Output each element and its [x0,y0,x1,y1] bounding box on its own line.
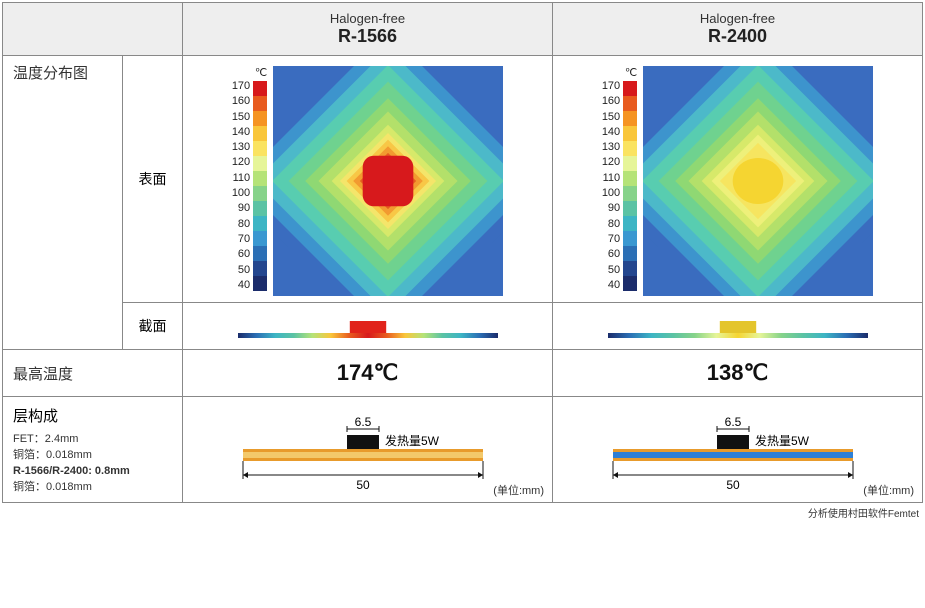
svg-text:发热量5W: 发热量5W [755,433,810,448]
layer-spec-line: 铜箔：0.018mm [13,480,172,496]
colorbar-tick: 80 [602,219,620,230]
colorbar-strip [623,81,637,291]
maxtemp-1: 174℃ [183,350,553,397]
colorbar-tick: 40 [232,280,250,291]
layer-diagram-svg: 6.5 发热量5W 50 [573,409,903,495]
colorbar-unit: ℃ [255,66,267,79]
colorbar-tick: 170 [232,81,250,92]
layer-title: 层构成 [13,405,172,426]
colorbar-tick: 120 [232,157,250,168]
colorbar-tick: 70 [232,234,250,245]
colorbar-tick: 90 [602,203,620,214]
colorbar-strip [253,81,267,291]
row-label-cross: 截面 [123,303,183,350]
svg-text:50: 50 [356,478,370,492]
colorbar-tick: 40 [602,280,620,291]
heatmap [643,66,873,296]
layer-spec-line: R-1566/R-2400: 0.8mm [13,464,172,480]
colorbar-tick: 110 [602,173,620,184]
maxtemp-2: 138℃ [553,350,923,397]
colorbar-tick: 100 [602,188,620,199]
colorbar-tick: 60 [602,249,620,260]
comparison-table-container: Halogen-free R-1566 Halogen-free R-2400 … [2,2,923,520]
colorbar-tick: 140 [602,127,620,138]
colorbar-ticks: 170 160 150 140 130 120 110 100 90 80 70 60 50 40 [602,81,620,291]
colorbar-unit: ℃ [625,66,637,79]
colorbar-tick: 130 [602,142,620,153]
colorbar: ℃ 170 160 150 140 130 120 110 100 90 80 70 60 50 40 [232,66,267,291]
row-label-layer: 层构成 FET：2.4mm铜箔：0.018mmR-1566/R-2400: 0.… [3,397,183,503]
svg-text:50: 50 [726,478,740,492]
header-productname-1: R-1566 [187,26,548,47]
colorbar-tick: 170 [602,81,620,92]
colorbar-tick: 70 [602,234,620,245]
svg-text:6.5: 6.5 [354,415,371,429]
row-label-surface: 表面 [123,56,183,303]
svg-text:发热量5W: 发热量5W [385,433,440,448]
footnote: 分析使用村田软件Femtet [2,505,923,520]
heatmap-cell-2: ℃ 170 160 150 140 130 120 110 100 90 80 70 60 50 40 [553,56,923,303]
colorbar-tick: 150 [602,112,620,123]
colorbar-tick: 100 [232,188,250,199]
header-product-2: Halogen-free R-2400 [553,3,923,56]
unit-note: (单位:mm) [863,482,914,498]
colorbar-tick: 120 [602,157,620,168]
layer-cell-1: 6.5 发热量5W 50 (单位:mm) [183,397,553,503]
colorbar-tick: 160 [602,96,620,107]
cross-cell-2 [553,303,923,350]
row-label-tempmap: 温度分布图 [3,56,123,350]
cross-section-svg [218,309,518,343]
colorbar-tick: 150 [232,112,250,123]
header-productname-2: R-2400 [557,26,918,47]
heatmap-svg [273,66,503,296]
unit-note: (单位:mm) [493,482,544,498]
header-product-1: Halogen-free R-1566 [183,3,553,56]
colorbar-ticks: 170 160 150 140 130 120 110 100 90 80 70 60 50 40 [232,81,250,291]
comparison-table: Halogen-free R-1566 Halogen-free R-2400 … [2,2,923,503]
colorbar-tick: 60 [232,249,250,260]
heatmap-cell-1: ℃ 170 160 150 140 130 120 110 100 90 80 70 60 50 40 [183,56,553,303]
heatmap-svg [643,66,873,296]
colorbar-tick: 50 [602,265,620,276]
heatmap [273,66,503,296]
colorbar: ℃ 170 160 150 140 130 120 110 100 90 80 70 60 50 40 [602,66,637,291]
colorbar-tick: 90 [232,203,250,214]
colorbar-tick: 130 [232,142,250,153]
colorbar-tick: 160 [232,96,250,107]
colorbar-tick: 110 [232,173,250,184]
row-label-maxtemp: 最高温度 [3,350,183,397]
cross-cell-1 [183,303,553,350]
layer-cell-2: 6.5 发热量5W 50 (单位:mm) [553,397,923,503]
layer-specs: FET：2.4mm铜箔：0.018mmR-1566/R-2400: 0.8mm铜… [13,432,172,496]
layer-spec-line: 铜箔：0.018mm [13,448,172,464]
header-blank [3,3,183,56]
layer-diagram-svg: 6.5 发热量5W 50 [203,409,533,495]
svg-text:6.5: 6.5 [724,415,741,429]
colorbar-tick: 140 [232,127,250,138]
header-subtitle-1: Halogen-free [187,11,548,26]
colorbar-tick: 50 [232,265,250,276]
cross-section-svg [588,309,888,343]
header-subtitle-2: Halogen-free [557,11,918,26]
colorbar-tick: 80 [232,219,250,230]
layer-spec-line: FET：2.4mm [13,432,172,448]
